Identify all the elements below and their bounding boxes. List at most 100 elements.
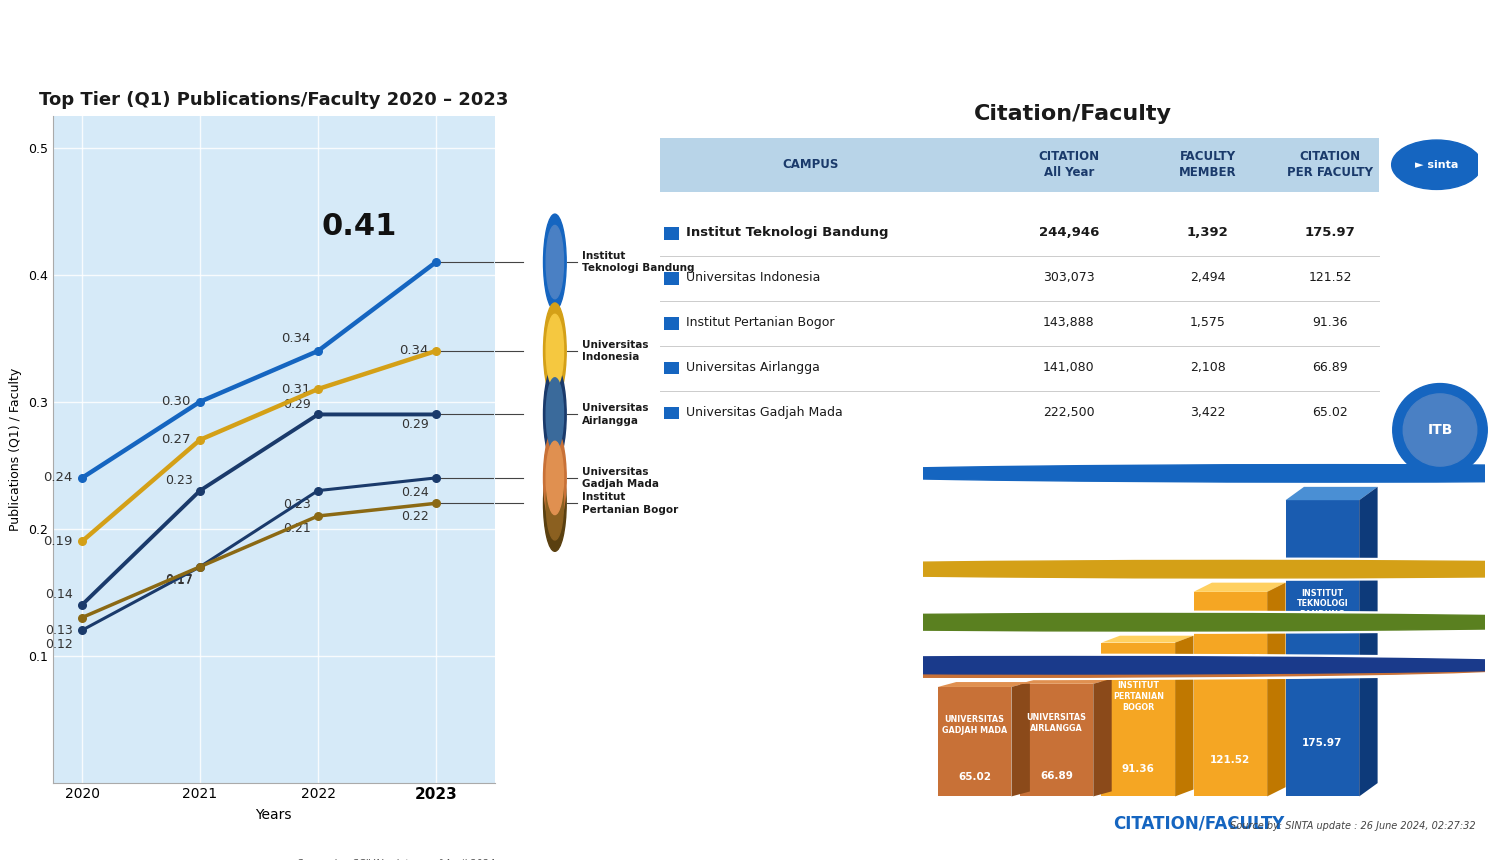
Text: Institut
Pertanian Bogor: Institut Pertanian Bogor [582, 492, 678, 514]
Text: 91.36: 91.36 [1122, 764, 1155, 774]
Text: INSTITUT
TEKNOLOGI
BANDUNG: INSTITUT TEKNOLOGI BANDUNG [1296, 588, 1348, 619]
Circle shape [708, 561, 1500, 578]
Circle shape [1392, 140, 1482, 189]
Point [306, 408, 330, 421]
Text: Universitas Indonesia: Universitas Indonesia [686, 272, 820, 285]
Polygon shape [1020, 679, 1112, 684]
Circle shape [615, 613, 1500, 631]
Text: CITATION
All Year: CITATION All Year [1038, 150, 1100, 179]
Polygon shape [938, 682, 1030, 687]
Circle shape [534, 656, 1500, 674]
Point [70, 598, 94, 611]
Polygon shape [1101, 636, 1194, 642]
Text: Citation/Faculty: Citation/Faculty [974, 104, 1172, 124]
Circle shape [543, 430, 566, 526]
Text: Source by: SINTA update : 26 June 2024, 02:27:32: Source by: SINTA update : 26 June 2024, … [1230, 820, 1476, 831]
Point [424, 255, 448, 269]
Point [306, 344, 330, 358]
Text: 65.02: 65.02 [958, 771, 992, 782]
Text: 2,494: 2,494 [1190, 272, 1225, 285]
Circle shape [850, 9, 1500, 82]
Point [188, 395, 211, 408]
Text: 0.19: 0.19 [44, 535, 72, 548]
Text: 1,392: 1,392 [1186, 226, 1228, 239]
Text: Universitas Airlangga: Universitas Airlangga [686, 361, 820, 374]
Text: 0.31: 0.31 [282, 383, 310, 396]
Text: 121.52: 121.52 [1210, 754, 1251, 765]
Point [70, 535, 94, 549]
Text: 121.52: 121.52 [1308, 272, 1352, 285]
Text: 3,422: 3,422 [1190, 406, 1225, 419]
Text: Universitas Gadjah Mada: Universitas Gadjah Mada [686, 406, 843, 419]
Text: 0.14: 0.14 [45, 588, 72, 601]
Circle shape [320, 658, 1500, 679]
Bar [664, 272, 680, 285]
Point [188, 433, 211, 446]
Title: Top Tier (Q1) Publications/Faculty 2020 – 2023: Top Tier (Q1) Publications/Faculty 2020 … [39, 91, 508, 109]
Point [306, 382, 330, 396]
Text: 175.97: 175.97 [1305, 226, 1356, 239]
Text: 0.22: 0.22 [400, 509, 429, 523]
Point [70, 611, 94, 624]
Point [424, 471, 448, 485]
Text: ► sinta: ► sinta [1414, 160, 1458, 169]
Circle shape [0, 9, 650, 82]
Bar [664, 407, 680, 420]
Circle shape [452, 660, 1500, 678]
Text: 0.27: 0.27 [160, 433, 190, 446]
Point [70, 471, 94, 485]
Text: 0.30: 0.30 [160, 396, 190, 408]
Text: 0.24: 0.24 [400, 486, 429, 499]
Circle shape [543, 214, 566, 310]
Circle shape [546, 378, 564, 452]
Circle shape [483, 611, 1500, 633]
Text: 0.21: 0.21 [284, 522, 310, 535]
Point [188, 560, 211, 574]
Text: 2,108: 2,108 [1190, 361, 1225, 374]
Text: UNIVERSITAS
GADJAH MADA: UNIVERSITAS GADJAH MADA [942, 716, 1008, 735]
Polygon shape [1286, 487, 1377, 501]
Point [70, 624, 94, 637]
Polygon shape [1174, 636, 1194, 796]
Point [188, 560, 211, 574]
Text: CITATION/FACULTY: CITATION/FACULTY [1113, 814, 1284, 832]
Point [424, 496, 448, 510]
Text: 0.23: 0.23 [284, 498, 310, 511]
X-axis label: Years: Years [255, 808, 292, 822]
Text: 66.89: 66.89 [1312, 361, 1348, 374]
Bar [1286, 501, 1359, 796]
Text: 143,888: 143,888 [1042, 316, 1095, 329]
Bar [938, 687, 1011, 796]
Text: 175.97: 175.97 [1302, 738, 1342, 748]
Circle shape [400, 654, 1500, 676]
Point [306, 509, 330, 523]
Text: 0.12: 0.12 [45, 638, 72, 651]
Point [188, 483, 211, 497]
Text: 0.29: 0.29 [400, 418, 429, 431]
Circle shape [546, 467, 564, 540]
Text: 244,946: 244,946 [1038, 226, 1100, 239]
Bar [1020, 684, 1094, 796]
Point [306, 483, 330, 497]
Circle shape [546, 314, 564, 388]
Text: 0.41: 0.41 [321, 212, 398, 241]
Point [424, 408, 448, 421]
Text: 66.89: 66.89 [1040, 771, 1072, 781]
Text: 303,073: 303,073 [1042, 272, 1095, 285]
Text: Universitas
Airlangga: Universitas Airlangga [582, 403, 648, 426]
Text: 0.23: 0.23 [165, 474, 194, 487]
Text: 0.17: 0.17 [165, 574, 194, 587]
Circle shape [1392, 384, 1486, 476]
Polygon shape [1194, 582, 1286, 592]
Bar [660, 138, 1380, 192]
Text: CAMPUS: CAMPUS [783, 158, 838, 171]
Text: ITB: ITB [1428, 423, 1452, 437]
Circle shape [1404, 394, 1476, 466]
Bar [664, 362, 680, 374]
Text: 0.34: 0.34 [282, 332, 310, 345]
Text: Universitas
Indonesia: Universitas Indonesia [582, 340, 648, 362]
Circle shape [546, 225, 564, 298]
Circle shape [543, 366, 566, 463]
Bar [1194, 592, 1268, 796]
Circle shape [543, 455, 566, 551]
